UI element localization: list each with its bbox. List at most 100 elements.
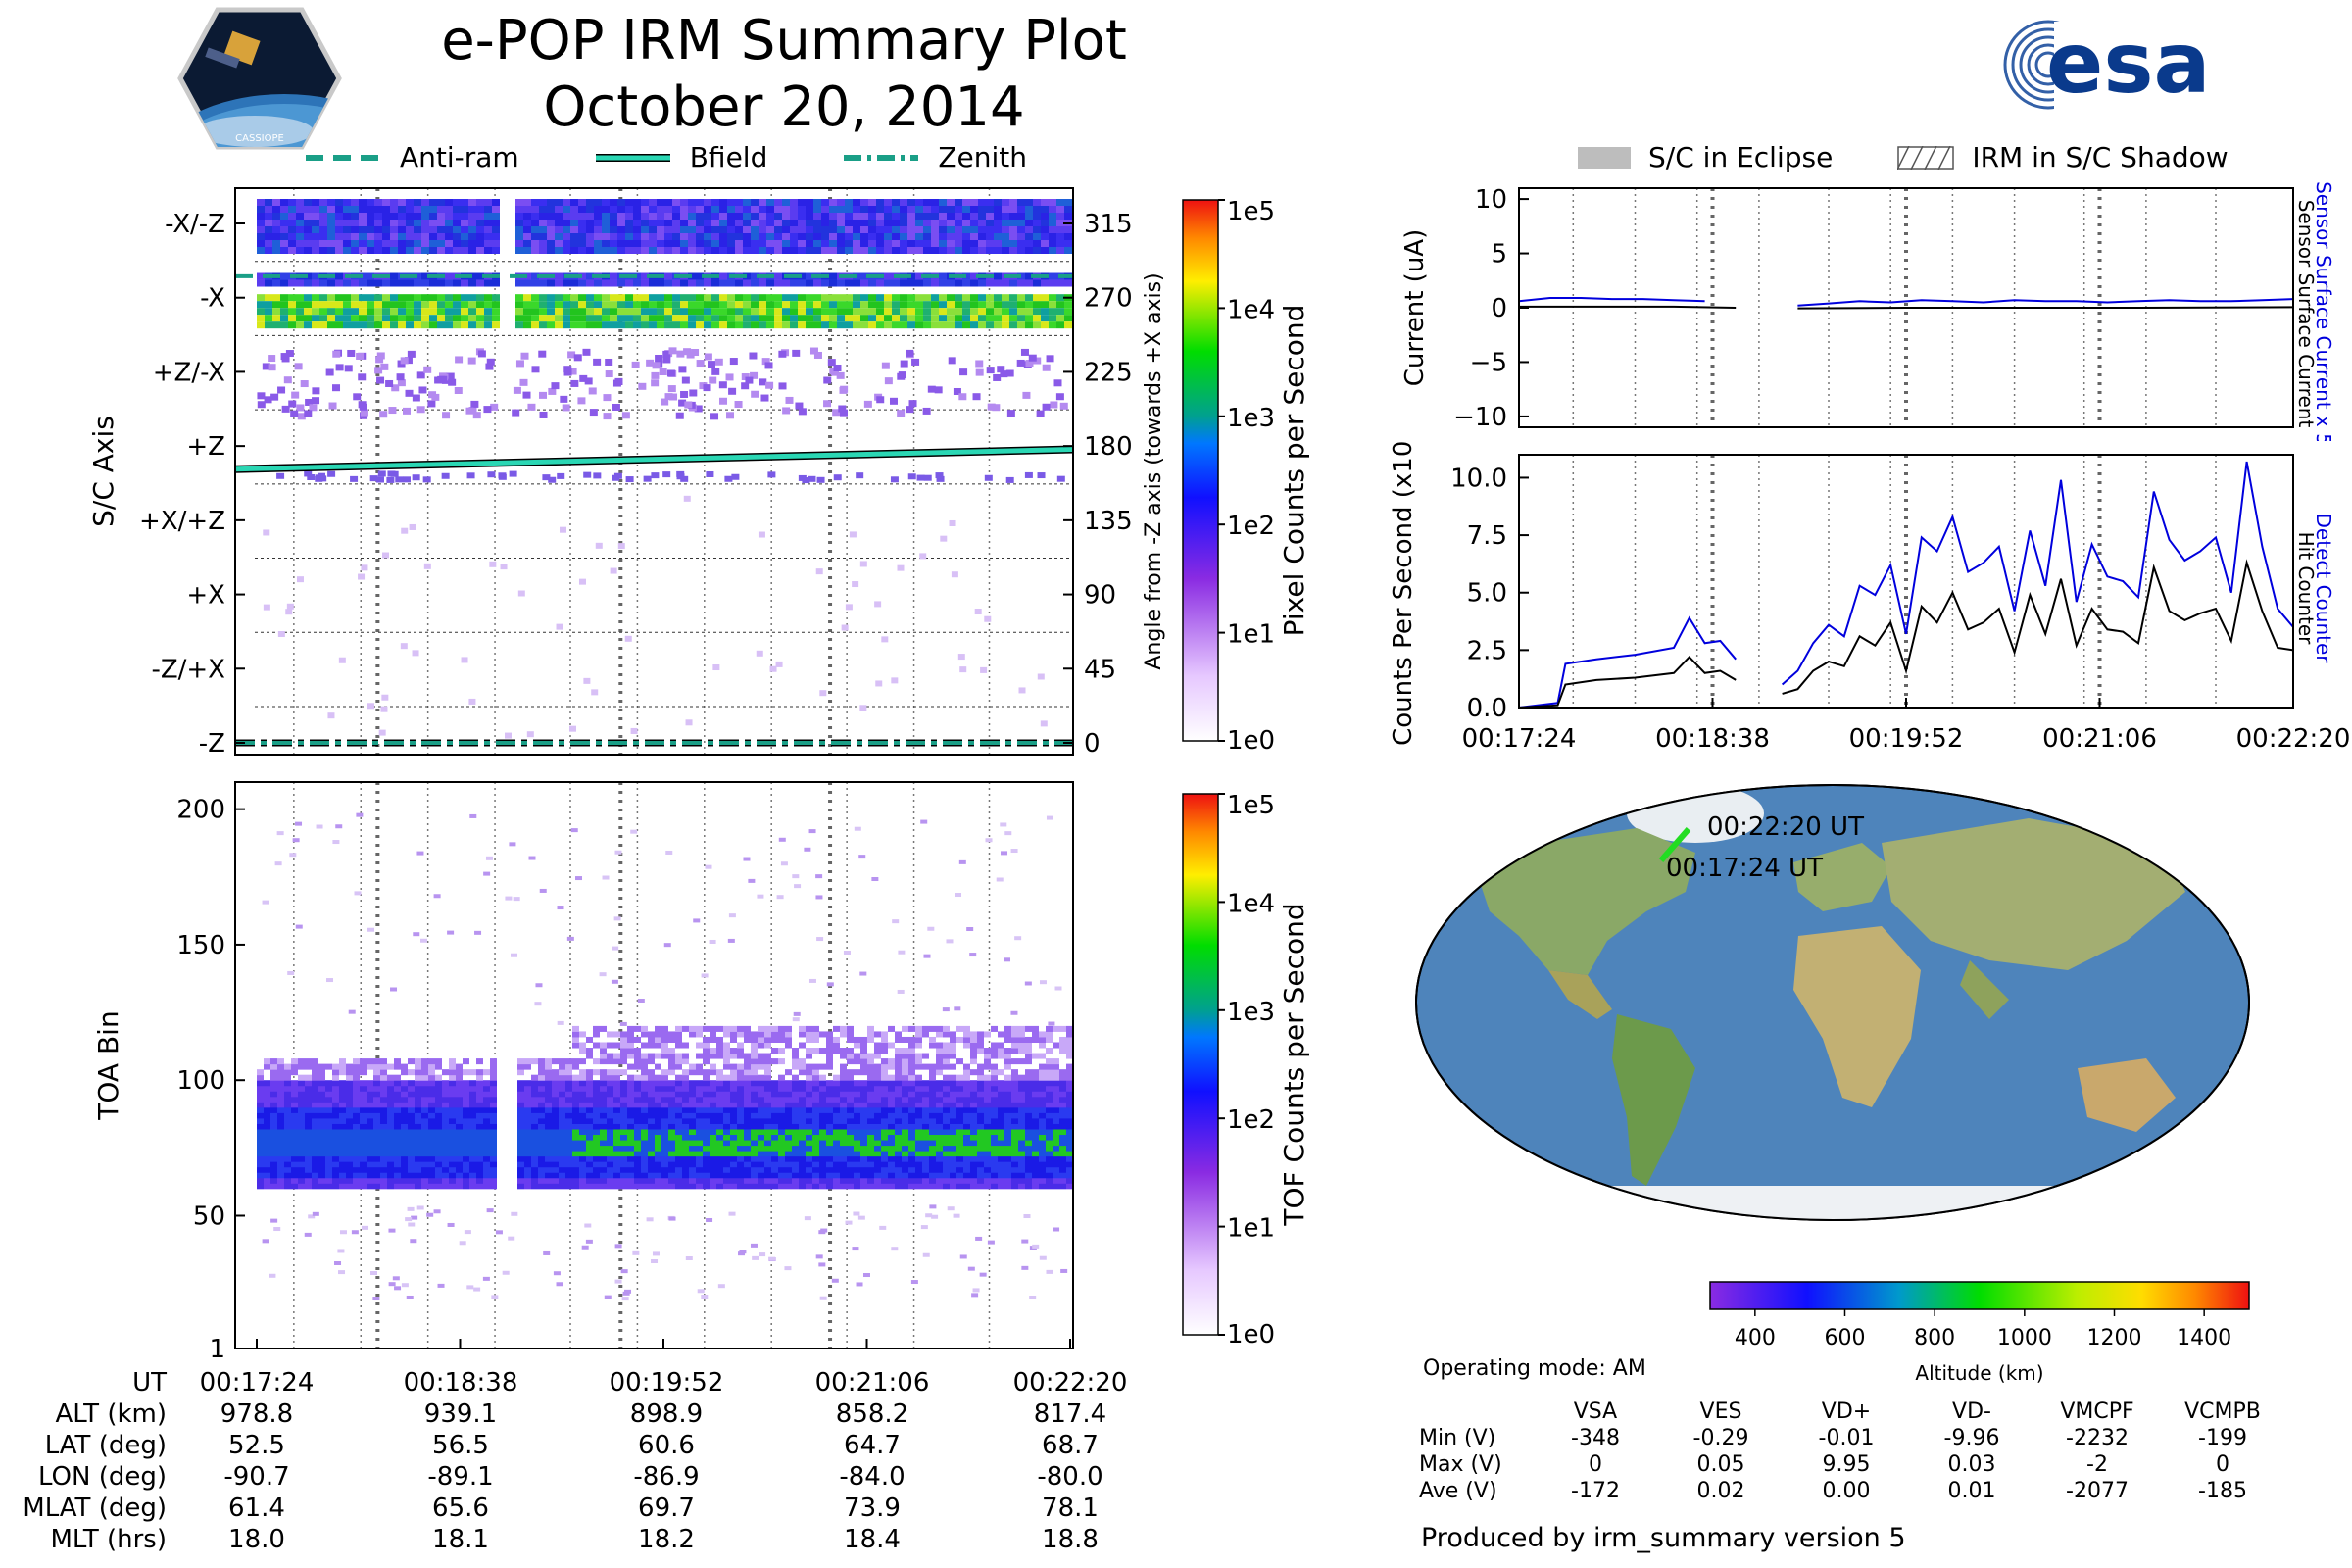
sc-pixel	[962, 233, 970, 240]
sc-pixel	[868, 294, 876, 302]
sc-pixel	[280, 272, 288, 280]
toa-pixel	[936, 1117, 943, 1124]
toa-pixel	[908, 1112, 915, 1119]
toa-pixel	[977, 1048, 984, 1054]
toa-pixel	[586, 1145, 593, 1152]
toa-pixel	[929, 1134, 936, 1141]
toa-pixel	[325, 1166, 332, 1173]
sc-speckle	[934, 386, 943, 394]
sc-pixel	[280, 247, 288, 254]
toa-pixel	[936, 1025, 943, 1032]
toa-pixel	[833, 1134, 840, 1141]
toa-pixel	[840, 1151, 847, 1157]
sc-speckle	[568, 725, 576, 732]
toa-pixel	[627, 1042, 634, 1049]
toa-pixel	[380, 1080, 387, 1087]
toa-pixel	[1059, 1069, 1066, 1076]
sc-pixel	[374, 206, 382, 213]
sc-pixel	[492, 220, 500, 226]
toa-pixel	[1032, 1025, 1039, 1032]
sc-pixel	[257, 315, 265, 322]
toa-pixel	[264, 1106, 270, 1113]
sc-pixel	[539, 213, 547, 220]
sc-pixel	[359, 301, 367, 309]
toa-pixel	[970, 1042, 977, 1049]
toa-speckle	[604, 1295, 612, 1299]
toa-pixel	[572, 1091, 579, 1098]
toa-pixel	[298, 1161, 305, 1168]
sc-speckle	[863, 400, 872, 408]
sc-pixel	[743, 315, 751, 322]
toa-pixel	[751, 1117, 758, 1124]
toa-pixel	[442, 1145, 449, 1152]
sc-pixel	[845, 301, 853, 309]
toa-pixel	[1011, 1134, 1018, 1141]
toa-pixel	[428, 1063, 435, 1070]
sc-pixel	[602, 206, 610, 213]
sc-pixel	[594, 308, 602, 316]
sc-pixel	[688, 199, 696, 206]
toa-pixel	[867, 1155, 874, 1162]
sc-pixel	[563, 206, 570, 213]
toa-pixel	[874, 1063, 881, 1070]
toa-pixel	[874, 1091, 881, 1098]
sc-pixel	[453, 294, 461, 302]
toa-pixel	[1039, 1161, 1046, 1168]
sc-speckle	[724, 475, 733, 482]
sc-pixel	[617, 321, 625, 329]
sc-pixel	[414, 308, 421, 316]
sc-pixel	[680, 247, 688, 254]
sc-pixel	[782, 213, 790, 220]
toa-pixel	[456, 1177, 463, 1184]
toa-speckle	[1060, 1268, 1068, 1273]
sc-speckle	[584, 377, 593, 385]
toa-pixel	[613, 1042, 620, 1049]
toa-pixel	[415, 1151, 421, 1157]
sc-pixel	[868, 301, 876, 309]
toa-pixel	[655, 1166, 662, 1173]
sc-pixel	[978, 199, 986, 206]
toa-pixel	[1053, 1172, 1059, 1179]
toa-pixel	[476, 1080, 483, 1087]
sc-pixel	[437, 206, 445, 213]
sc-pixel	[1056, 213, 1064, 220]
toa-pixel	[449, 1128, 456, 1136]
sc-pixel	[813, 294, 821, 302]
toa-pixel	[565, 1091, 572, 1098]
toa-pixel	[703, 1151, 710, 1157]
toa-pixel	[559, 1058, 565, 1065]
toa-pixel	[819, 1155, 826, 1162]
toa-pixel	[620, 1048, 627, 1054]
sc-speckle	[948, 357, 956, 365]
toa-pixel	[1053, 1096, 1059, 1102]
toa-pixel	[572, 1140, 579, 1147]
toa-pixel	[339, 1091, 346, 1098]
sc-pixel	[414, 220, 421, 226]
toa-pixel	[517, 1080, 524, 1087]
toa-pixel	[428, 1128, 435, 1136]
toa-pixel	[662, 1091, 668, 1098]
toa-pixel	[483, 1166, 490, 1173]
sc-pixel	[915, 199, 923, 206]
toa-pixel	[710, 1080, 716, 1087]
toa-pixel	[675, 1102, 682, 1108]
sc-pixel	[492, 233, 500, 240]
toa-pixel	[716, 1123, 723, 1130]
sc-pixel	[884, 213, 892, 220]
toa-pixel	[641, 1085, 648, 1092]
sc-pixel	[312, 199, 319, 206]
sc-speckle	[309, 404, 318, 412]
sc-pixel	[406, 308, 414, 316]
sc-pixel	[406, 220, 414, 226]
toa-pixel	[723, 1123, 730, 1130]
toa-pixel	[483, 1102, 490, 1108]
toa-pixel	[936, 1145, 943, 1152]
sc-pixel	[523, 301, 531, 309]
toa-pixel	[291, 1166, 298, 1173]
toa-pixel	[257, 1134, 264, 1141]
toa-pixel	[552, 1155, 559, 1162]
toa-pixel	[318, 1145, 325, 1152]
toa-pixel	[607, 1177, 613, 1184]
toa-pixel	[291, 1096, 298, 1102]
sc-pixel	[578, 226, 586, 233]
